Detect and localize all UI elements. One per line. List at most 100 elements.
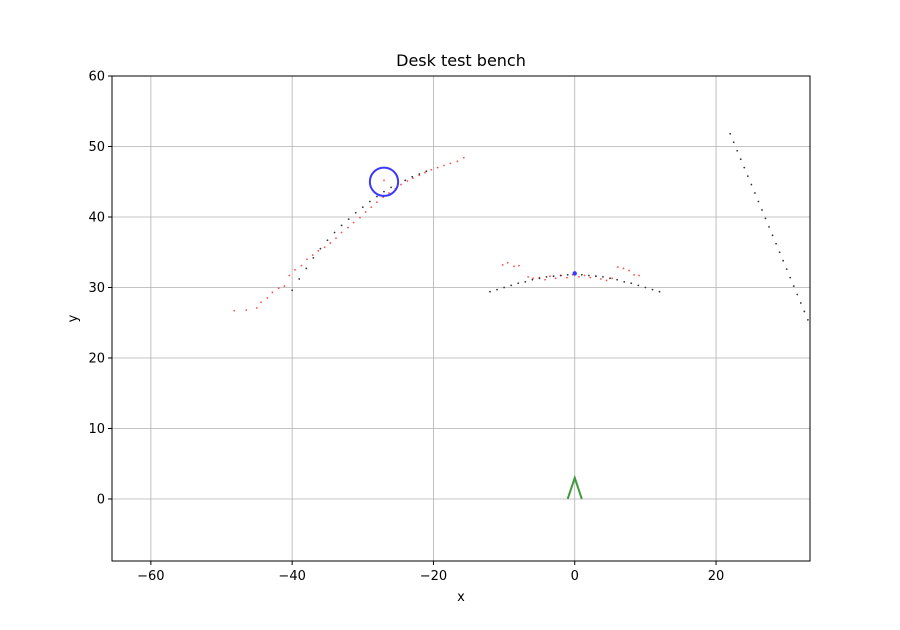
red-point	[388, 192, 390, 194]
dark-point	[757, 200, 760, 203]
red-point	[443, 164, 445, 167]
dark-point	[319, 247, 322, 250]
red-point	[532, 277, 534, 280]
red-point	[566, 276, 568, 279]
red-point	[300, 264, 303, 267]
dark-point	[768, 225, 770, 228]
axis-ticks: −60 −40 −20 0 20 0 10 20 30 40 50 60	[88, 70, 724, 585]
dark-point	[753, 192, 756, 194]
dark-point	[778, 251, 781, 254]
x-tick-label: −20	[420, 569, 447, 584]
dark-point	[340, 224, 343, 227]
red-point	[406, 180, 409, 182]
green-arrow	[566, 474, 583, 500]
red-point	[449, 162, 452, 165]
red-point	[424, 171, 426, 174]
dark-point	[425, 170, 428, 173]
dark-point	[503, 286, 505, 289]
dark-point	[531, 278, 534, 281]
dark-point	[587, 274, 590, 277]
dark-point	[383, 190, 385, 193]
target-point	[572, 271, 577, 276]
red-point	[518, 264, 520, 267]
red-point	[400, 183, 402, 186]
dark-point	[775, 242, 777, 245]
red-point	[578, 276, 580, 278]
y-tick-label: 40	[88, 210, 105, 225]
dark-point	[782, 259, 785, 262]
x-axis-label: x	[457, 590, 465, 605]
red-point	[583, 274, 586, 277]
red-point	[456, 160, 459, 163]
red-point	[255, 307, 258, 309]
dark-point	[796, 293, 799, 296]
red-point	[277, 287, 280, 290]
red-point	[311, 254, 314, 256]
red-point	[506, 261, 509, 264]
red-point	[549, 275, 551, 278]
dark-point	[538, 277, 541, 280]
dark-point	[746, 175, 749, 178]
dark-point	[595, 275, 597, 278]
dark-point	[637, 284, 640, 287]
red-point	[233, 309, 236, 312]
red-point	[430, 168, 433, 171]
dark-point	[609, 277, 611, 280]
y-tick-label: 20	[88, 351, 105, 366]
dark-point	[418, 173, 421, 175]
dark-point	[789, 276, 792, 279]
plot-area	[233, 132, 809, 500]
dark-point	[750, 183, 753, 186]
y-tick-label: 0	[97, 492, 105, 507]
dark-point	[510, 284, 513, 287]
y-axis-label: y	[66, 314, 81, 322]
red-point	[501, 264, 504, 266]
dark-point	[623, 280, 626, 283]
dark-point	[404, 179, 407, 182]
red-point	[638, 274, 640, 277]
dark-point	[376, 195, 378, 198]
red-point	[436, 166, 439, 169]
red-point	[288, 274, 291, 277]
dark-point	[524, 280, 527, 283]
dark-point	[792, 285, 795, 287]
dark-point	[644, 286, 647, 289]
x-tick-label: 0	[571, 569, 579, 584]
dark-point	[771, 234, 774, 237]
red-point	[260, 301, 262, 304]
dark-point	[298, 278, 301, 280]
blue-circle	[368, 166, 400, 197]
red-point	[317, 249, 320, 252]
x-tick-label: −60	[137, 569, 164, 584]
dark-point	[739, 158, 742, 161]
red-point	[347, 226, 349, 229]
axes-frame	[111, 75, 811, 562]
x-tick-label: −40	[278, 569, 305, 584]
dark-point	[736, 149, 739, 152]
dark-point	[496, 288, 498, 291]
dark-point	[630, 282, 633, 285]
y-tick-label: 10	[88, 422, 105, 437]
red-point	[370, 206, 373, 209]
dark-point	[411, 175, 414, 178]
y-tick-label: 60	[88, 70, 105, 85]
dark-point	[517, 282, 520, 285]
red-point	[611, 277, 614, 280]
dark-point	[368, 200, 371, 203]
x-tick-label: 20	[708, 569, 725, 584]
red-point	[329, 242, 332, 244]
red-point	[589, 276, 592, 279]
red-point	[616, 266, 619, 268]
red-point	[462, 156, 465, 159]
dark-point	[764, 217, 767, 220]
red-point	[245, 309, 248, 311]
dark-point	[361, 206, 364, 209]
red-point	[359, 216, 361, 219]
dark-point	[651, 288, 654, 291]
dark-point	[566, 273, 569, 276]
red-point	[544, 278, 546, 281]
dark-point	[761, 209, 763, 211]
red-point	[283, 285, 286, 287]
dark-point	[305, 267, 308, 270]
dark-point	[732, 141, 735, 144]
